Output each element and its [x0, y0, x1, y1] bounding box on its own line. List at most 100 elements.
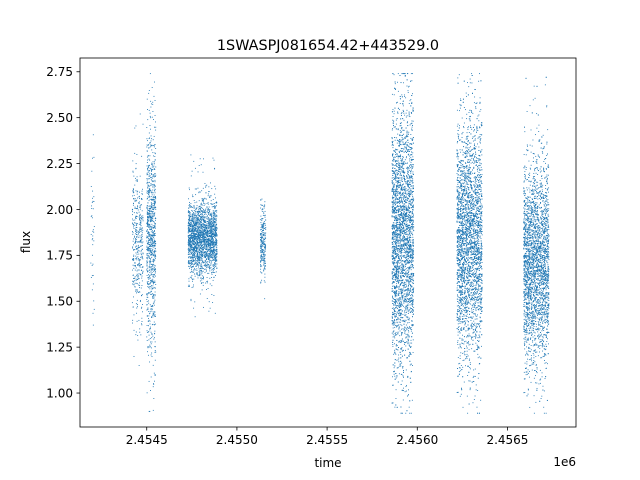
data-point [154, 201, 156, 203]
data-point [140, 270, 142, 271]
data-point [398, 176, 400, 178]
data-point [133, 281, 135, 283]
data-point [409, 158, 410, 160]
data-point [149, 125, 151, 127]
data-point [202, 255, 203, 257]
data-point [135, 303, 137, 305]
data-point [152, 155, 154, 157]
data-point [264, 234, 266, 236]
data-point [152, 232, 154, 234]
data-point [155, 287, 156, 289]
data-point [262, 229, 264, 231]
data-point [142, 218, 144, 220]
data-point [150, 210, 152, 212]
data-point [396, 187, 398, 188]
data-point [194, 252, 195, 254]
data-point [193, 284, 194, 286]
data-point [187, 232, 189, 234]
data-point [404, 208, 406, 210]
data-point [404, 137, 406, 139]
data-point [191, 236, 193, 237]
data-point [154, 250, 156, 252]
data-point [152, 211, 153, 213]
data-point [197, 232, 199, 234]
data-point [200, 217, 202, 219]
data-point [136, 299, 138, 301]
data-point [199, 239, 201, 241]
data-point [189, 228, 191, 229]
data-point [264, 214, 266, 216]
data-point [150, 207, 152, 209]
data-point [197, 236, 199, 238]
data-point [264, 268, 266, 270]
data-point [262, 254, 264, 255]
data-point [201, 232, 203, 233]
data-point [189, 212, 191, 214]
data-point [402, 109, 404, 111]
data-point [151, 252, 152, 254]
data-point [196, 219, 198, 221]
data-point [191, 223, 193, 225]
data-point [211, 188, 213, 190]
data-point [194, 234, 196, 236]
data-point [152, 245, 154, 246]
data-point [152, 175, 154, 177]
data-point [197, 255, 199, 257]
data-point [190, 237, 191, 239]
data-point [194, 256, 196, 258]
data-point [406, 197, 408, 199]
data-point [153, 144, 155, 146]
data-point [151, 211, 153, 213]
data-point [149, 249, 151, 251]
data-point [190, 241, 192, 243]
data-point [199, 238, 201, 239]
data-point [138, 247, 140, 249]
data-point [154, 333, 156, 335]
data-point [154, 351, 156, 353]
data-point [189, 240, 191, 242]
data-point [193, 247, 195, 249]
data-point [147, 347, 149, 349]
data-point [200, 270, 202, 272]
data-point [152, 244, 154, 246]
data-point [203, 205, 205, 206]
data-point [261, 238, 262, 240]
data-point [205, 220, 207, 222]
data-point [137, 190, 139, 192]
data-point [148, 265, 150, 267]
data-point [210, 251, 212, 253]
data-point [261, 251, 263, 253]
data-point [146, 240, 148, 242]
data-point [138, 269, 140, 271]
data-point [201, 270, 203, 272]
data-point [155, 243, 157, 245]
data-point [203, 255, 205, 257]
data-point [206, 281, 208, 283]
data-point [195, 261, 197, 263]
data-point [215, 210, 217, 212]
data-point [142, 271, 144, 273]
data-point [201, 213, 203, 214]
data-point [207, 232, 209, 234]
data-point [208, 223, 210, 225]
data-point [152, 111, 154, 112]
data-point [150, 251, 152, 252]
data-point [148, 232, 150, 234]
data-point [136, 208, 138, 209]
data-point [154, 234, 156, 236]
data-point [264, 261, 266, 262]
data-point [188, 245, 190, 247]
data-point [404, 143, 406, 145]
data-point [191, 247, 193, 249]
data-point [152, 288, 153, 290]
data-point [152, 263, 154, 265]
data-point [146, 257, 148, 259]
data-point [152, 242, 154, 244]
data-point [207, 193, 209, 195]
data-point [202, 211, 204, 213]
data-point [263, 207, 265, 209]
data-point [213, 212, 215, 214]
data-point [400, 122, 402, 124]
data-point [191, 257, 193, 259]
data-point [191, 228, 193, 230]
